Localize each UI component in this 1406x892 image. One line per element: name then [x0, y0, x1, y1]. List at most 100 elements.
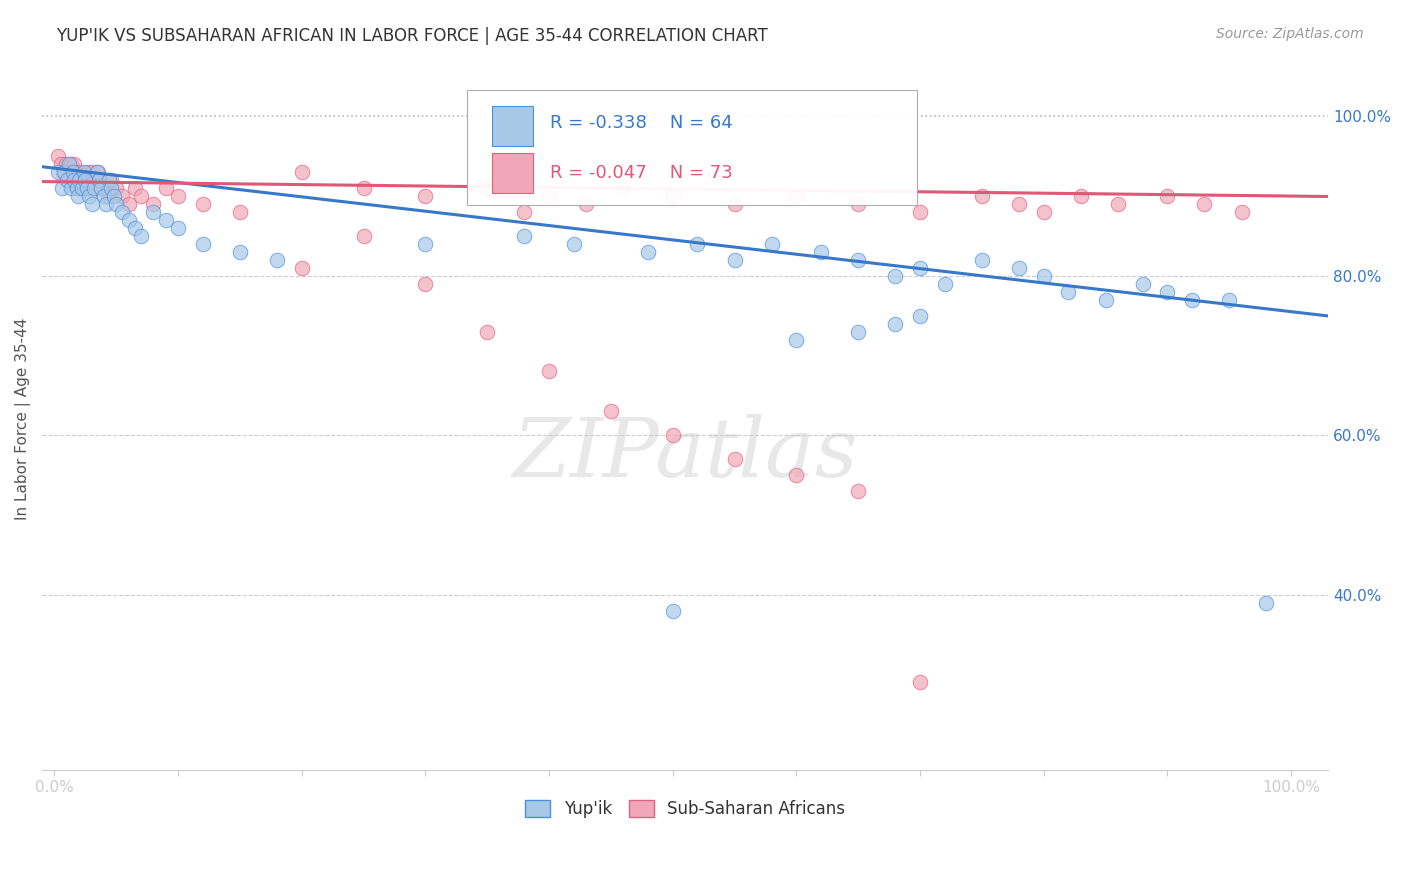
Point: [908, 205, 931, 219]
Point: [56, 165, 79, 179]
Point: [229, 205, 252, 219]
Point: [129, 228, 152, 243]
Point: [66, 189, 89, 203]
Point: [1256, 596, 1278, 610]
Point: [1070, 189, 1092, 203]
Point: [846, 197, 869, 211]
Point: [96, 197, 118, 211]
Point: [513, 228, 536, 243]
Point: [66, 181, 89, 195]
Point: [575, 197, 598, 211]
Point: [477, 181, 499, 195]
Point: [908, 675, 931, 690]
Point: [415, 277, 437, 291]
Point: [1057, 285, 1080, 299]
Point: [846, 325, 869, 339]
Point: [353, 228, 375, 243]
Point: [89, 173, 111, 187]
Point: [46, 149, 69, 163]
Point: [72, 173, 94, 187]
Point: [353, 181, 375, 195]
Point: [87, 165, 110, 179]
Point: [56, 173, 79, 187]
Point: [1094, 293, 1116, 307]
Point: [142, 205, 165, 219]
Point: [124, 181, 146, 195]
Point: [111, 189, 134, 203]
Point: [1218, 293, 1240, 307]
Point: [1008, 260, 1031, 275]
Point: [100, 181, 122, 195]
Point: [66, 173, 89, 187]
Point: [1230, 205, 1253, 219]
Point: [637, 244, 659, 259]
Point: [75, 173, 97, 187]
Point: [124, 221, 146, 235]
Point: [59, 157, 82, 171]
Point: [612, 181, 634, 195]
Point: [73, 181, 96, 195]
Point: [100, 173, 122, 187]
Point: [58, 157, 80, 171]
Point: [291, 260, 314, 275]
Point: [93, 181, 115, 195]
Point: [191, 236, 214, 251]
Point: [785, 333, 807, 347]
FancyBboxPatch shape: [467, 89, 917, 205]
Point: [908, 260, 931, 275]
Point: [59, 181, 82, 195]
Point: [87, 173, 110, 187]
Point: [229, 244, 252, 259]
Point: [785, 468, 807, 483]
Point: [1032, 205, 1054, 219]
Point: [105, 181, 128, 195]
Point: [761, 236, 783, 251]
Point: [970, 252, 993, 267]
FancyBboxPatch shape: [492, 106, 533, 145]
Point: [785, 189, 807, 203]
Point: [80, 165, 103, 179]
Point: [70, 181, 93, 195]
Point: [1194, 197, 1216, 211]
Point: [846, 483, 869, 498]
Point: [83, 181, 105, 195]
Point: [67, 165, 90, 179]
Point: [1107, 197, 1129, 211]
Point: [66, 181, 89, 195]
Point: [723, 252, 745, 267]
Point: [846, 252, 869, 267]
Point: [415, 236, 437, 251]
Point: [884, 268, 907, 283]
Point: [63, 173, 86, 187]
Point: [118, 197, 141, 211]
Point: [1132, 277, 1154, 291]
Point: [97, 173, 120, 187]
Point: [908, 309, 931, 323]
Point: [661, 603, 683, 617]
Point: [63, 157, 86, 171]
Point: [723, 452, 745, 467]
Point: [1156, 285, 1178, 299]
Text: Source: ZipAtlas.com: Source: ZipAtlas.com: [1216, 27, 1364, 41]
FancyBboxPatch shape: [492, 153, 533, 193]
Point: [62, 173, 84, 187]
Point: [167, 221, 190, 235]
Point: [538, 189, 561, 203]
Point: [103, 189, 125, 203]
Point: [70, 181, 93, 195]
Point: [90, 181, 112, 195]
Point: [934, 277, 956, 291]
Point: [477, 325, 499, 339]
Point: [1156, 189, 1178, 203]
Point: [62, 165, 84, 179]
Point: [1032, 268, 1054, 283]
Point: [76, 181, 98, 195]
Point: [65, 165, 87, 179]
Point: [69, 173, 91, 187]
Point: [142, 197, 165, 211]
Text: R = -0.338    N = 64: R = -0.338 N = 64: [550, 114, 733, 132]
Point: [105, 197, 128, 211]
Point: [686, 236, 709, 251]
Point: [79, 181, 101, 195]
Point: [93, 189, 115, 203]
